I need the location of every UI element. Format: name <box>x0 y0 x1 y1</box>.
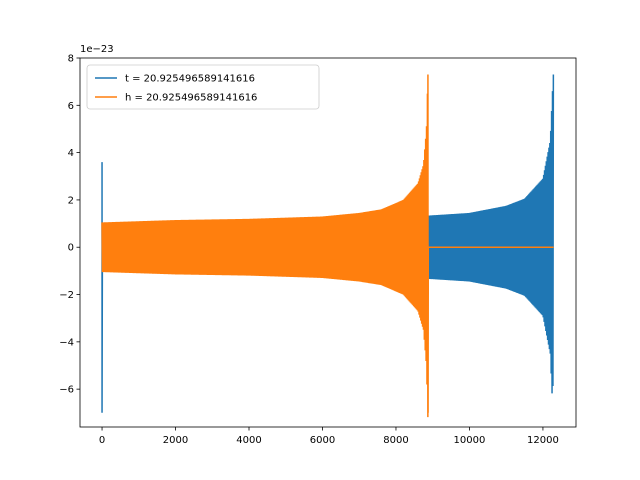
legend: t = 20.925496589141616 h = 20.92549658914… <box>86 64 320 110</box>
y-tick-label: 4 <box>68 148 74 159</box>
legend-entry: h = 20.925496589141616 <box>125 93 257 104</box>
y-tick-label: 0 <box>68 243 74 254</box>
y-tick-label: −4 <box>59 337 74 348</box>
x-tick-label: 2000 <box>163 435 188 446</box>
series-line-2 <box>101 74 554 418</box>
x-tick-label: 8000 <box>383 435 408 446</box>
plot-area <box>101 74 555 418</box>
x-tick-label: 4000 <box>236 435 261 446</box>
x-tick-label: 0 <box>99 435 105 446</box>
x-tick-label: 12000 <box>527 435 559 446</box>
y-tick-label: 8 <box>68 54 74 65</box>
legend-entry: t = 20.925496589141616 <box>125 74 255 85</box>
x-tick-label: 6000 <box>310 435 335 446</box>
axes-spines <box>79 57 577 428</box>
y-axis-offset-label: 1e−23 <box>80 44 114 55</box>
y-tick-label: −2 <box>59 290 74 301</box>
y-axis: −6 −4 −2 0 2 4 6 8 <box>59 54 80 396</box>
legend-box <box>86 64 320 110</box>
y-tick-label: −6 <box>59 385 74 396</box>
y-tick-label: 6 <box>68 101 74 112</box>
x-tick-label: 10000 <box>454 435 486 446</box>
x-axis: 0 2000 4000 6000 8000 10000 12000 <box>99 427 559 446</box>
y-tick-label: 2 <box>68 195 74 206</box>
axes-frame <box>79 57 577 428</box>
